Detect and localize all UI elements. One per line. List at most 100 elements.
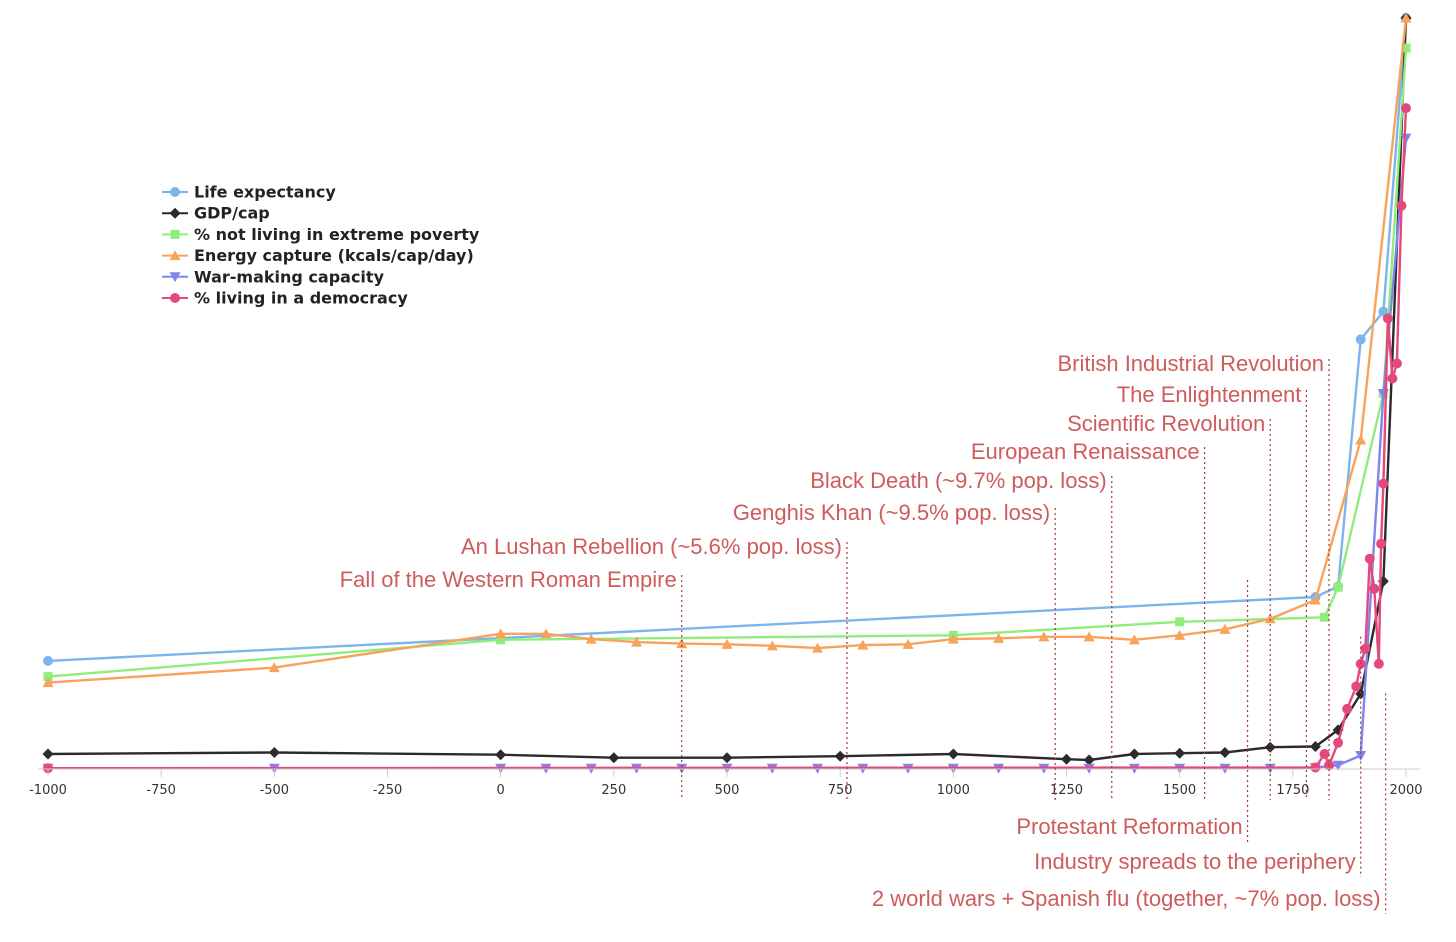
legend-item-life-expectancy[interactable]: Life expectancy xyxy=(162,183,336,202)
point-war-making-capacity xyxy=(1332,760,1344,771)
legend-item-gdp-cap[interactable]: GDP/cap xyxy=(162,204,270,223)
point-life-expectancy xyxy=(1355,334,1366,345)
legend: Life expectancy GDP/cap % not living in ex… xyxy=(162,183,480,308)
x-tick-label: 0 xyxy=(497,783,505,798)
point-energy-capture-kcals-cap-day xyxy=(585,633,597,644)
point-living-in-a-democracy xyxy=(1351,681,1362,692)
point-energy-capture-kcals-cap-day xyxy=(1264,613,1276,624)
series-line-life-expectancy xyxy=(47,17,1408,663)
point-gdp-cap xyxy=(1264,741,1276,753)
point-not-living-in-extreme-poverty xyxy=(43,672,53,682)
point-war-making-capacity xyxy=(1400,133,1412,144)
point-gdp-cap xyxy=(1219,746,1231,758)
point-gdp-cap xyxy=(1174,747,1186,759)
point-living-in-a-democracy xyxy=(1355,658,1366,669)
legend-label: Energy capture (kcals/cap/day) xyxy=(194,246,474,265)
point-gdp-cap xyxy=(42,748,54,760)
legend-label: GDP/cap xyxy=(194,204,270,223)
point-energy-capture-kcals-cap-day xyxy=(540,628,552,639)
point-energy-capture-kcals-cap-day xyxy=(1400,12,1412,23)
series-energy-capture-kcals-cap-day xyxy=(42,12,1412,688)
legend-label: Life expectancy xyxy=(194,183,336,202)
point-energy-capture-kcals-cap-day xyxy=(1309,594,1321,605)
x-tick-label: 1500 xyxy=(1163,783,1196,798)
point-energy-capture-kcals-cap-day xyxy=(721,638,733,649)
point-living-in-a-democracy xyxy=(43,763,53,774)
point-energy-capture-kcals-cap-day xyxy=(766,640,778,651)
x-tick-label: 1000 xyxy=(937,783,970,798)
point-gdp-cap xyxy=(495,749,507,761)
point-living-in-a-democracy xyxy=(1401,103,1411,114)
point-living-in-a-democracy xyxy=(1333,737,1344,748)
legend-marker xyxy=(170,187,180,197)
legend-marker xyxy=(170,229,180,239)
point-living-in-a-democracy xyxy=(1376,538,1387,549)
legend-item-living-in-a-democracy[interactable]: % living in a democracy xyxy=(162,289,408,308)
legend-label: War-making capacity xyxy=(194,267,385,286)
event-label: 2 world wars + Spanish flu (together, ~7… xyxy=(872,886,1381,911)
x-tick-label: 2000 xyxy=(1389,783,1422,798)
point-gdp-cap xyxy=(268,746,280,758)
event-annotations: Fall of the Western Roman Empire An Lusha… xyxy=(340,351,1387,914)
x-tick-label: 750 xyxy=(828,783,853,798)
legend-item-not-living-in-extreme-poverty[interactable]: % not living in extreme poverty xyxy=(162,225,480,244)
point-not-living-in-extreme-poverty xyxy=(1320,612,1330,622)
point-gdp-cap xyxy=(1083,754,1095,766)
point-gdp-cap xyxy=(721,752,733,764)
point-living-in-a-democracy xyxy=(1364,553,1375,564)
point-gdp-cap xyxy=(1309,740,1321,752)
point-war-making-capacity xyxy=(1355,750,1367,761)
legend-marker xyxy=(169,250,181,261)
point-gdp-cap xyxy=(1128,748,1140,760)
point-gdp-cap xyxy=(608,752,620,764)
point-not-living-in-extreme-poverty xyxy=(496,635,506,645)
point-living-in-a-democracy xyxy=(1378,478,1389,489)
legend-item-energy-capture-kcals-cap-day[interactable]: Energy capture (kcals/cap/day) xyxy=(162,246,474,265)
point-energy-capture-kcals-cap-day xyxy=(993,632,1005,643)
point-living-in-a-democracy xyxy=(1310,762,1321,773)
x-tick-label: 1750 xyxy=(1276,783,1309,798)
x-tick-label: 500 xyxy=(715,783,740,798)
point-living-in-a-democracy xyxy=(1391,358,1402,369)
point-energy-capture-kcals-cap-day xyxy=(1128,634,1140,645)
point-energy-capture-kcals-cap-day xyxy=(1355,434,1367,445)
point-energy-capture-kcals-cap-day xyxy=(1083,631,1095,642)
legend-marker xyxy=(169,207,181,219)
point-energy-capture-kcals-cap-day xyxy=(1219,623,1231,634)
series-line-not-living-in-extreme-poverty xyxy=(47,47,1408,678)
event-label: British Industrial Revolution xyxy=(1057,351,1324,376)
point-not-living-in-extreme-poverty xyxy=(1333,582,1343,592)
point-not-living-in-extreme-poverty xyxy=(1175,617,1185,627)
legend-marker xyxy=(170,293,180,303)
point-gdp-cap xyxy=(947,748,959,760)
event-label: Industry spreads to the periphery xyxy=(1034,849,1356,874)
point-energy-capture-kcals-cap-day xyxy=(42,677,54,688)
point-living-in-a-democracy xyxy=(1387,373,1398,384)
event-label: An Lushan Rebellion (~5.6% pop. loss) xyxy=(461,534,842,559)
point-energy-capture-kcals-cap-day xyxy=(495,628,507,639)
event-label: Genghis Khan (~9.5% pop. loss) xyxy=(733,500,1050,525)
event-label: European Renaissance xyxy=(971,439,1200,464)
event-label: The Enlightenment xyxy=(1117,382,1302,407)
point-living-in-a-democracy xyxy=(1360,643,1371,654)
x-tick-label: -1000 xyxy=(29,783,67,798)
event-label: Black Death (~9.7% pop. loss) xyxy=(810,468,1107,493)
x-tick-label: 1250 xyxy=(1050,783,1083,798)
point-energy-capture-kcals-cap-day xyxy=(857,639,869,650)
point-not-living-in-extreme-poverty xyxy=(1401,43,1411,53)
event-label: Protestant Reformation xyxy=(1016,814,1242,839)
point-living-in-a-democracy xyxy=(1373,658,1384,669)
point-living-in-a-democracy xyxy=(1342,703,1353,714)
legend-marker xyxy=(169,272,181,283)
point-living-in-a-democracy xyxy=(1369,583,1380,594)
legend-label: % not living in extreme poverty xyxy=(194,225,480,244)
x-tick-label: -500 xyxy=(260,783,290,798)
point-energy-capture-kcals-cap-day xyxy=(1174,629,1186,640)
x-tick-label: -250 xyxy=(373,783,403,798)
point-living-in-a-democracy xyxy=(1382,313,1393,324)
plot-area xyxy=(42,12,1412,774)
legend-item-war-making-capacity[interactable]: War-making capacity xyxy=(162,267,385,286)
point-energy-capture-kcals-cap-day xyxy=(268,662,280,673)
point-gdp-cap xyxy=(834,750,846,762)
